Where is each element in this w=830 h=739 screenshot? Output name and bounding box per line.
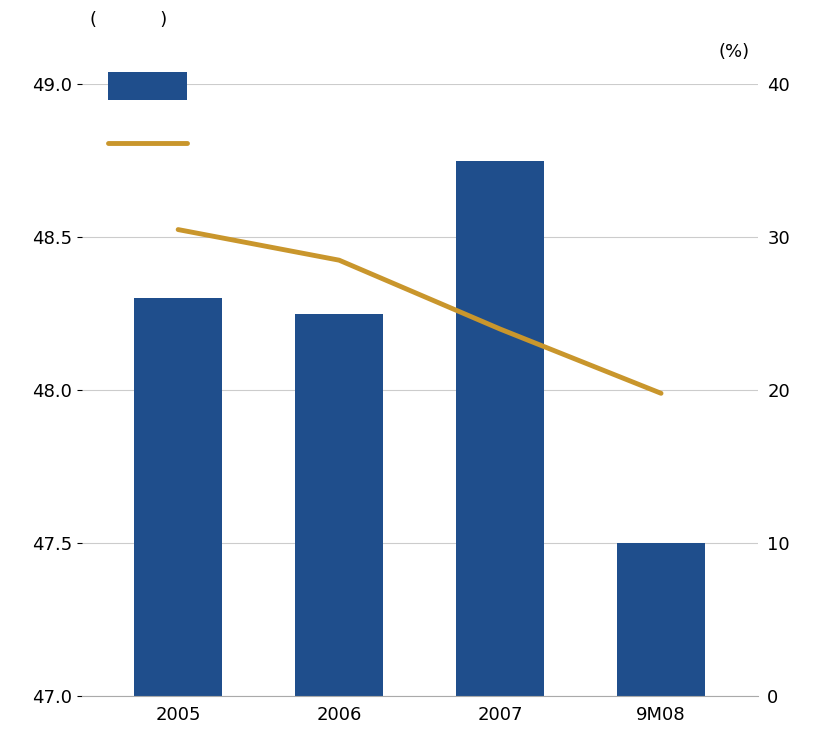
Bar <box>617 543 705 696</box>
Bar <box>456 160 544 696</box>
Bar <box>134 299 222 696</box>
Text: (%): (%) <box>719 44 749 61</box>
Text: (           ): ( ) <box>90 11 167 29</box>
Bar <box>295 314 383 696</box>
